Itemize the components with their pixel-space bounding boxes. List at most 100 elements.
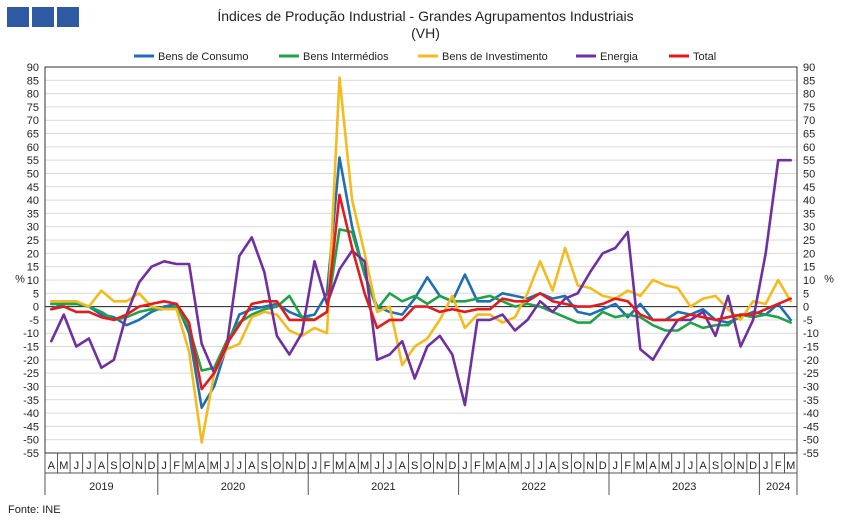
y-tick-label-left: 50 bbox=[27, 168, 39, 180]
y-tick-label-left: 45 bbox=[27, 182, 39, 194]
y-tick-label-left: 40 bbox=[27, 195, 39, 207]
y-tick-label-left: -30 bbox=[23, 381, 39, 393]
x-month-label: J bbox=[86, 460, 92, 472]
chart-title-block: Índices de Produção Industrial - Grandes… bbox=[0, 8, 851, 42]
series-line-bens-intermédios bbox=[49, 228, 793, 372]
x-month-label: S bbox=[411, 460, 418, 472]
x-month-label: D bbox=[599, 460, 607, 472]
x-year-label: 2022 bbox=[522, 481, 546, 493]
legend-label: Bens de Investimento bbox=[442, 51, 548, 63]
x-month-label: J bbox=[763, 460, 769, 472]
x-month-label: M bbox=[636, 460, 645, 472]
x-month-label: J bbox=[237, 460, 243, 472]
x-year-label: 2021 bbox=[371, 481, 395, 493]
x-month-label: M bbox=[510, 460, 519, 472]
x-month-label: A bbox=[699, 460, 707, 472]
y-tick-label-right: -20 bbox=[803, 355, 819, 367]
y-tick-label-left: 10 bbox=[27, 275, 39, 287]
x-month-label: J bbox=[224, 460, 230, 472]
y-tick-label-left: -45 bbox=[23, 421, 39, 433]
y-tick-label-right: 30 bbox=[803, 222, 815, 234]
plot-area bbox=[44, 66, 798, 454]
y-tick-label-right: -5 bbox=[803, 315, 813, 327]
legend-label: Total bbox=[693, 51, 716, 63]
x-month-label: A bbox=[98, 460, 106, 472]
x-month-label: J bbox=[525, 460, 531, 472]
y-tick-label-right: -15 bbox=[803, 342, 819, 354]
x-month-label: D bbox=[448, 460, 456, 472]
y-tick-label-right: 75 bbox=[803, 102, 815, 114]
y-tick-label-right: 60 bbox=[803, 142, 815, 154]
x-month-label: M bbox=[485, 460, 494, 472]
x-month-label: N bbox=[436, 460, 444, 472]
y-tick-label-left: 0 bbox=[33, 302, 39, 314]
y-tick-label-left: 55 bbox=[27, 155, 39, 167]
y-tick-label-right: 5 bbox=[803, 288, 809, 300]
y-tick-label-left: -25 bbox=[23, 368, 39, 380]
x-month-label: A bbox=[399, 460, 407, 472]
y-tick-label-right: 50 bbox=[803, 168, 815, 180]
x-month-label: N bbox=[285, 460, 293, 472]
y-tick-label-right: 25 bbox=[803, 235, 815, 247]
series-line-total bbox=[49, 193, 793, 391]
x-month-label: M bbox=[335, 460, 344, 472]
x-month-label: J bbox=[74, 460, 80, 472]
y-tick-label-left: 80 bbox=[27, 89, 39, 101]
y-tick-label-left: -40 bbox=[23, 408, 39, 420]
x-month-label: A bbox=[549, 460, 557, 472]
x-year-label: 2019 bbox=[89, 481, 113, 493]
y-tick-label-left: 60 bbox=[27, 142, 39, 154]
x-month-label: N bbox=[737, 460, 745, 472]
x-month-label: A bbox=[649, 460, 657, 472]
x-month-label: D bbox=[749, 460, 757, 472]
y-tick-label-right: 55 bbox=[803, 155, 815, 167]
x-month-label: J bbox=[374, 460, 380, 472]
y-tick-label-left: 65 bbox=[27, 129, 39, 141]
y-tick-label-right: -40 bbox=[803, 408, 819, 420]
y-tick-label-right: 15 bbox=[803, 262, 815, 274]
y-axis-label-right: % bbox=[824, 274, 834, 286]
x-year-label: 2023 bbox=[672, 481, 696, 493]
x-month-label: O bbox=[573, 460, 582, 472]
y-tick-label-right: 35 bbox=[803, 208, 815, 220]
x-month-label: M bbox=[210, 460, 219, 472]
x-month-label: A bbox=[198, 460, 206, 472]
x-month-label: D bbox=[148, 460, 156, 472]
x-month-label: F bbox=[173, 460, 180, 472]
y-tick-label-right: 45 bbox=[803, 182, 815, 194]
x-month-label: J bbox=[675, 460, 681, 472]
x-month-label: M bbox=[360, 460, 369, 472]
y-tick-label-right: 70 bbox=[803, 115, 815, 127]
x-month-label: O bbox=[122, 460, 131, 472]
y-tick-label-right: 0 bbox=[803, 302, 809, 314]
x-month-label: N bbox=[135, 460, 143, 472]
series-line-energia bbox=[49, 158, 793, 407]
y-tick-label-right: -55 bbox=[803, 448, 819, 460]
x-month-label: S bbox=[561, 460, 568, 472]
y-tick-label-left: 30 bbox=[27, 222, 39, 234]
y-tick-label-right: -45 bbox=[803, 421, 819, 433]
y-tick-label-right: -10 bbox=[803, 328, 819, 340]
y-tick-label-right: 40 bbox=[803, 195, 815, 207]
y-tick-label-right: 20 bbox=[803, 248, 815, 260]
source-note: Fonte: INE bbox=[8, 504, 61, 516]
y-tick-label-left: -10 bbox=[23, 328, 39, 340]
x-month-label: J bbox=[312, 460, 318, 472]
x-month-label: F bbox=[624, 460, 631, 472]
x-year-label: 2020 bbox=[221, 481, 245, 493]
x-month-label: F bbox=[474, 460, 481, 472]
x-month-label: M bbox=[185, 460, 194, 472]
x-month-label: S bbox=[712, 460, 719, 472]
y-tick-label-left: 35 bbox=[27, 208, 39, 220]
y-tick-label-left: -50 bbox=[23, 435, 39, 447]
y-tick-label-right: 65 bbox=[803, 129, 815, 141]
x-month-label: J bbox=[688, 460, 694, 472]
y-tick-label-left: 15 bbox=[27, 262, 39, 274]
y-tick-label-right: 90 bbox=[803, 62, 815, 74]
x-month-label: O bbox=[423, 460, 432, 472]
legend-label: Energia bbox=[600, 51, 639, 63]
y-tick-label-right: -35 bbox=[803, 395, 819, 407]
x-month-label: J bbox=[462, 460, 468, 472]
x-month-label: O bbox=[273, 460, 282, 472]
legend-label: Bens de Consumo bbox=[158, 51, 249, 63]
